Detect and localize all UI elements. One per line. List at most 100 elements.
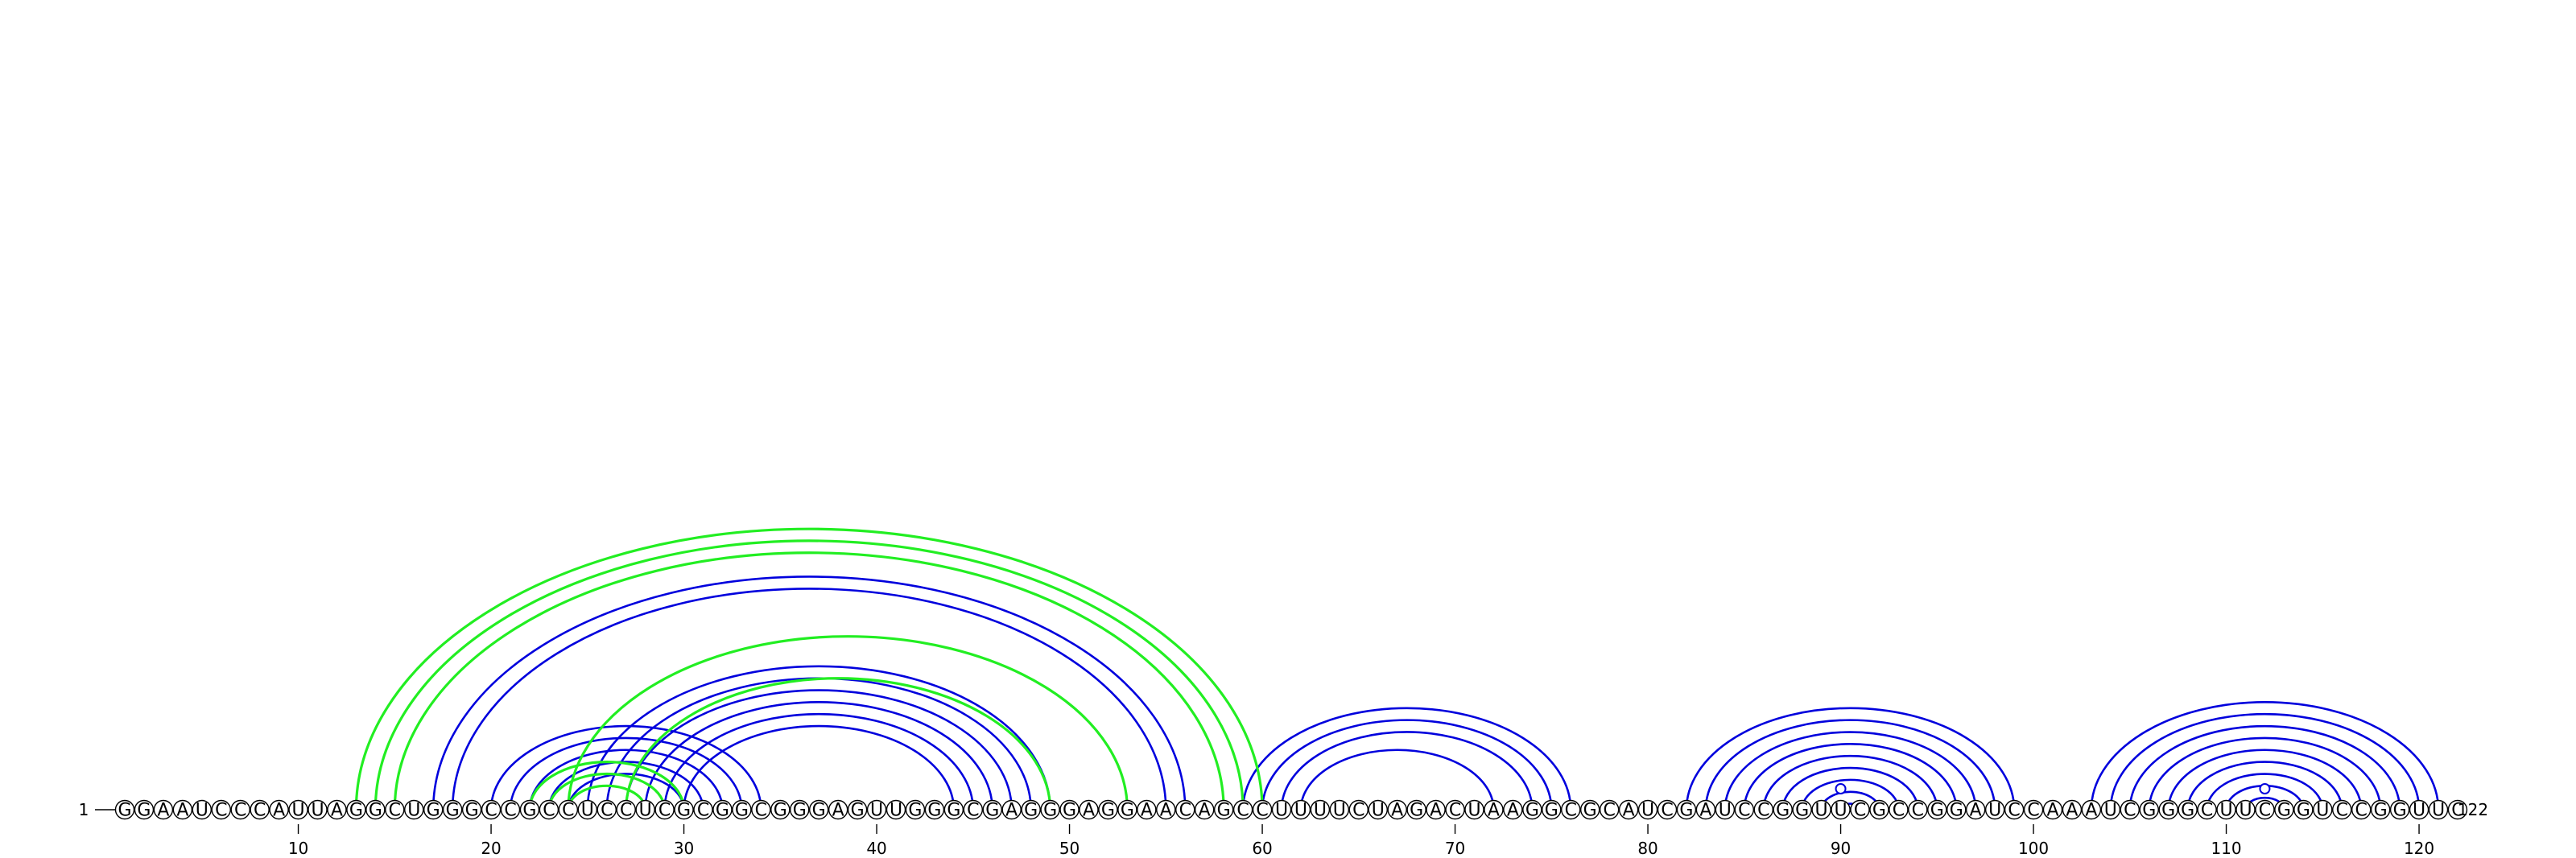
nucleotide-circle	[577, 799, 597, 820]
nucleotide-circle	[732, 799, 752, 820]
blue-pair-arc	[2090, 701, 2440, 811]
nucleotide: G	[1676, 799, 1697, 821]
nucleotide-letter: C	[1179, 801, 1191, 821]
nucleotide: G	[847, 799, 868, 821]
nucleotide-circle	[2409, 799, 2429, 820]
nucleotide-circle	[1059, 799, 1080, 820]
blue-pair-arc	[1801, 778, 1900, 811]
nucleotide-circle	[1387, 799, 1407, 820]
nucleotide-letter: G	[137, 801, 151, 821]
nucleotide-letter: A	[1083, 801, 1095, 821]
nucleotide: C	[1561, 799, 1581, 821]
nucleotide: G	[365, 799, 386, 821]
nucleotide-circle	[1271, 799, 1292, 820]
nucleotide: A	[1484, 799, 1504, 821]
nucleotide-circle	[2062, 799, 2083, 820]
nucleotide-circle	[886, 799, 906, 820]
nucleotide-letter: G	[465, 801, 479, 821]
blue-pair-arc	[2186, 761, 2343, 811]
nucleotide: A	[2062, 799, 2083, 821]
loop-marker	[1835, 783, 1847, 794]
nucleotide: C	[693, 799, 713, 821]
nucleotide: G	[346, 799, 366, 821]
nucleotide: A	[1426, 799, 1446, 821]
nucleotide-circle	[2158, 799, 2178, 820]
nucleotide-letter: U	[2104, 801, 2117, 821]
nucleotide-letter: C	[620, 801, 632, 821]
nucleotide-letter: G	[1583, 801, 1597, 821]
nucleotide-letter: C	[658, 801, 671, 821]
nucleotide: A	[1194, 799, 1215, 821]
nucleotide: U	[886, 799, 906, 821]
green-pair-arc	[547, 772, 667, 811]
nucleotide-circle	[1811, 799, 1831, 820]
nucleotide-circle	[114, 799, 135, 820]
green-pair-arc	[567, 784, 647, 811]
nucleotide-circle	[365, 799, 386, 820]
nucleotide-circle	[2023, 799, 2044, 820]
nucleotide-letter: G	[1063, 801, 1076, 821]
nucleotide-letter: C	[562, 801, 574, 821]
nucleotide-circle	[1175, 799, 1195, 820]
nucleotide-circle	[1213, 799, 1234, 820]
nucleotide-letter: U	[291, 801, 304, 821]
nucleotide: U	[2100, 799, 2121, 821]
nucleotide: U	[1984, 799, 2005, 821]
nucleotide-circle	[1329, 799, 1350, 820]
nucleotide-letter: G	[1101, 801, 1115, 821]
nucleotide-letter: C	[1449, 801, 1461, 821]
nucleotide-circle	[1657, 799, 1678, 820]
nucleotide-letter: U	[639, 801, 652, 821]
nucleotide: U	[1271, 799, 1292, 821]
nucleotide-circle	[2447, 799, 2468, 820]
nucleotide: G	[461, 799, 482, 821]
nucleotide-letter: G	[985, 801, 999, 821]
nucleotide-letter: A	[1160, 801, 1172, 821]
nucleotide-letter: A	[176, 801, 188, 821]
nucleotide-circle	[481, 799, 502, 820]
nucleotide-circle	[1522, 799, 1542, 820]
nucleotide-letter: A	[2046, 801, 2058, 821]
nucleotide: U	[2428, 799, 2449, 821]
nucleotide: G	[2139, 799, 2159, 821]
nucleotide: C	[1232, 799, 1253, 821]
nucleotide-letter: U	[2219, 801, 2232, 821]
nucleotide-letter: C	[1854, 801, 1866, 821]
nucleotide-circle	[1715, 799, 1736, 820]
nucleotide-circle	[2197, 799, 2217, 820]
nucleotide: G	[770, 799, 791, 821]
nucleotide-letter: C	[1236, 801, 1249, 821]
nucleotide: U	[192, 799, 213, 821]
nucleotide: C	[2255, 799, 2275, 821]
blue-pair-arc	[2148, 736, 2382, 811]
nucleotide-circle	[1734, 799, 1755, 820]
nucleotide-letter: C	[1893, 801, 1905, 821]
nucleotide: G	[1213, 799, 1234, 821]
nucleotide-letter: G	[677, 801, 691, 821]
nucleotide: G	[1021, 799, 1041, 821]
nucleotide-letter: G	[1679, 801, 1693, 821]
nucleotide-circle	[2100, 799, 2121, 820]
nucleotide: A	[153, 799, 174, 821]
nucleotide-letter: A	[1430, 801, 1442, 821]
nucleotide-letter: C	[2201, 801, 2213, 821]
tick-label: 60	[1252, 839, 1272, 858]
nucleotide: G	[519, 799, 540, 821]
nucleotide: G	[1792, 799, 1812, 821]
blue-pair-arc	[663, 712, 975, 811]
nucleotide-letter: G	[851, 801, 865, 821]
nucleotide-letter: G	[947, 801, 960, 821]
nucleotide-letter: G	[369, 801, 382, 821]
tick-label: 100	[2018, 839, 2049, 858]
loop-marker	[2259, 783, 2271, 794]
nucleotide-circle	[2274, 799, 2294, 820]
nucleotide: G	[712, 799, 733, 821]
nucleotide-letter: U	[311, 801, 324, 821]
nucleotide-circle	[1850, 799, 1870, 820]
green-pair-arc	[567, 635, 1129, 811]
nucleotide-letter: U	[407, 801, 420, 821]
tick-label: 70	[1445, 839, 1465, 858]
nucleotide-circle	[1503, 799, 1523, 820]
nucleotide-letter: A	[157, 801, 169, 821]
nucleotide: C	[1850, 799, 1870, 821]
